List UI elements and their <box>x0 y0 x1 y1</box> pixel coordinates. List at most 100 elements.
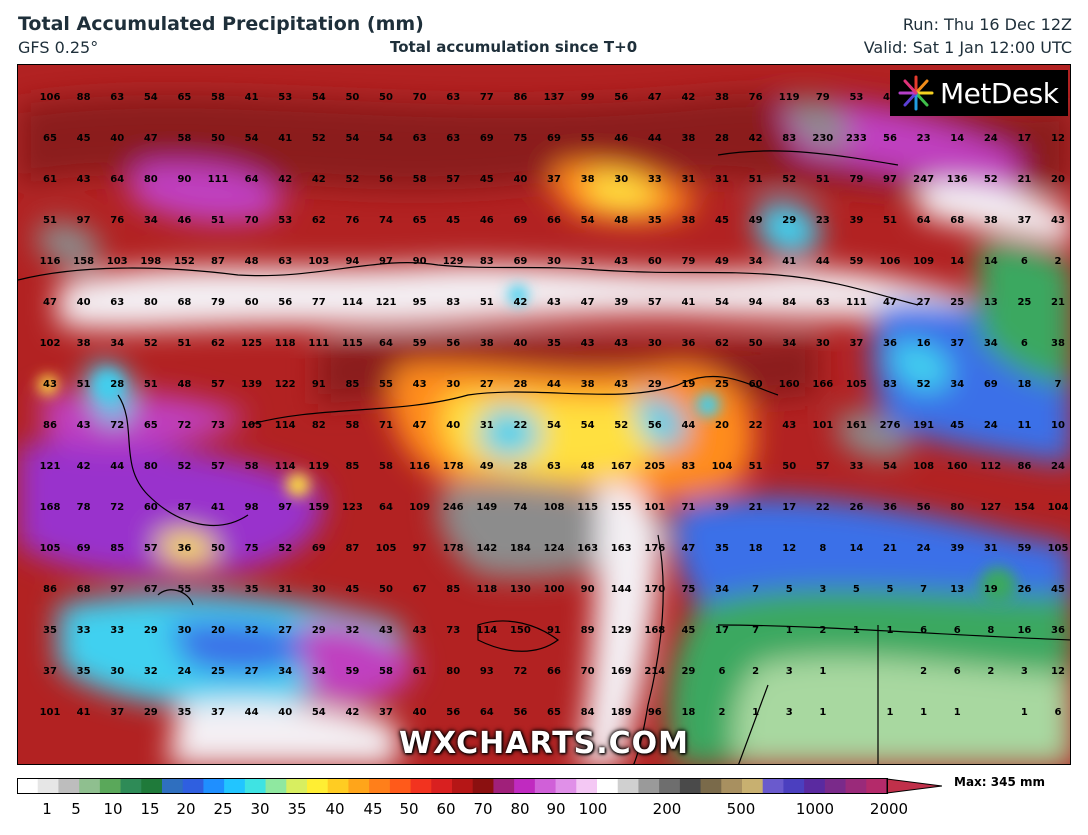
precip-value: 55 <box>177 584 191 595</box>
precip-value: 51 <box>43 215 57 226</box>
precip-value: 1 <box>853 625 860 636</box>
precip-value: 90 <box>413 256 427 267</box>
precip-value: 72 <box>513 666 527 677</box>
precip-value: 45 <box>715 215 729 226</box>
metdesk-logo-text: MetDesk <box>940 76 1059 110</box>
precip-value: 63 <box>446 92 460 103</box>
precip-value: 152 <box>174 256 195 267</box>
precip-value: 76 <box>345 215 359 226</box>
max-value-label: Max: 345 mm <box>954 775 1045 789</box>
scale-tick-label: 50 <box>399 800 419 818</box>
scale-tick-labels: 1 5 10 15 20 25 30 35 40 45 50 60 70 80 90 100 200 500 100… <box>0 800 1088 820</box>
precip-value: 83 <box>782 133 796 144</box>
precip-value: 55 <box>581 133 595 144</box>
precip-value: 3 <box>786 666 793 677</box>
precip-value: 47 <box>883 297 897 308</box>
precip-value: 18 <box>1017 379 1031 390</box>
precip-value: 52 <box>614 420 628 431</box>
scale-cell <box>638 778 660 794</box>
precip-value: 1 <box>819 666 826 677</box>
precip-value: 49 <box>480 461 494 472</box>
precip-value: 83 <box>681 461 695 472</box>
precip-value: 233 <box>846 133 867 144</box>
precip-value: 114 <box>275 461 296 472</box>
precip-value: 76 <box>749 92 763 103</box>
chart-title: Total Accumulated Precipitation (mm) <box>18 13 424 35</box>
precip-value: 56 <box>648 420 662 431</box>
precip-value: 82 <box>312 420 326 431</box>
precipitation-map: 106 88 63 54 65 58 41 53 54 50 50 70 63 77 86 137 99 56 47… <box>17 64 1071 765</box>
precip-value: 125 <box>241 338 262 349</box>
precip-value: 6 <box>719 666 726 677</box>
scale-cell <box>617 778 640 794</box>
precip-value: 105 <box>1048 543 1069 554</box>
precip-value: 69 <box>547 133 561 144</box>
precip-field <box>18 93 1070 764</box>
precip-value: 85 <box>345 461 359 472</box>
precip-value: 63 <box>446 133 460 144</box>
precip-value: 35 <box>715 543 729 554</box>
precip-value: 28 <box>110 379 124 390</box>
precip-value: 41 <box>782 256 796 267</box>
precip-value: 24 <box>1051 461 1065 472</box>
precip-value: 66 <box>547 215 561 226</box>
scale-cell <box>37 778 60 794</box>
precip-value: 43 <box>413 379 427 390</box>
precip-value: 38 <box>581 379 595 390</box>
precip-value: 70 <box>413 92 427 103</box>
precip-value: 159 <box>308 502 329 513</box>
precip-value: 53 <box>278 92 292 103</box>
precip-value: 3 <box>786 707 793 718</box>
precip-value: 105 <box>846 379 867 390</box>
precip-value: 69 <box>77 543 91 554</box>
precip-value: 112 <box>980 461 1001 472</box>
precip-value: 22 <box>816 502 830 513</box>
precip-value: 23 <box>816 215 830 226</box>
precip-value: 45 <box>1051 584 1065 595</box>
precip-value: 59 <box>849 256 863 267</box>
precip-value: 44 <box>681 420 695 431</box>
precip-value: 53 <box>849 92 863 103</box>
precip-value: 50 <box>782 461 796 472</box>
precip-value: 166 <box>812 379 833 390</box>
precip-value: 67 <box>144 584 158 595</box>
precip-value: 80 <box>950 502 964 513</box>
precip-value: 63 <box>816 297 830 308</box>
precip-value: 5 <box>887 584 894 595</box>
precip-value: 76 <box>110 215 124 226</box>
precip-value: 79 <box>681 256 695 267</box>
precip-value: 64 <box>917 215 931 226</box>
precip-value: 108 <box>544 502 565 513</box>
precip-value: 44 <box>110 461 124 472</box>
precip-value: 38 <box>77 338 91 349</box>
precip-value: 49 <box>715 256 729 267</box>
precip-value: 19 <box>681 379 695 390</box>
precip-value: 34 <box>984 338 998 349</box>
precip-value: 43 <box>77 174 91 185</box>
scale-cell <box>783 778 805 794</box>
precip-value: 68 <box>177 297 191 308</box>
precip-value: 56 <box>883 133 897 144</box>
precip-value: 14 <box>950 256 964 267</box>
metdesk-logo-icon <box>898 75 934 111</box>
precip-value: 18 <box>749 543 763 554</box>
precip-value: 2 <box>920 666 927 677</box>
precip-value: 56 <box>446 338 460 349</box>
precip-value: 21 <box>1017 174 1031 185</box>
precip-value: 8 <box>819 543 826 554</box>
precip-value: 37 <box>211 707 225 718</box>
precip-value: 19 <box>984 584 998 595</box>
precip-value: 167 <box>611 461 632 472</box>
scale-tick-label: 90 <box>546 800 566 818</box>
precip-value: 1 <box>1021 707 1028 718</box>
precip-value: 105 <box>40 543 61 554</box>
precip-value: 2 <box>719 707 726 718</box>
precip-value: 37 <box>110 707 124 718</box>
precip-value: 24 <box>984 420 998 431</box>
precip-value: 23 <box>917 133 931 144</box>
precip-value: 30 <box>312 584 326 595</box>
scale-tick-label: 100 <box>578 800 608 818</box>
precip-value: 41 <box>681 297 695 308</box>
precip-value: 163 <box>577 543 598 554</box>
precip-value: 39 <box>950 543 964 554</box>
